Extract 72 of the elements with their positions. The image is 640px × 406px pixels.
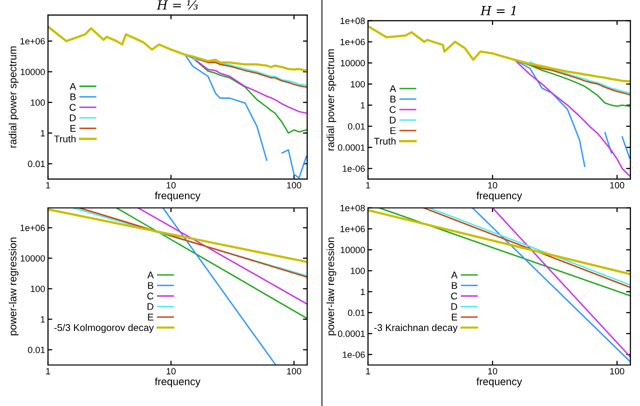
y-tick-label: 10000 (20, 255, 45, 262)
y-tick-label: 100 (350, 81, 365, 88)
y-axis-title: radial power spectrum (8, 46, 18, 148)
y-tick-label: 1e+06 (340, 38, 365, 46)
x-tick-label: 1 (46, 368, 50, 374)
y-tick-label: 1 (360, 102, 365, 108)
x-tick-label: 100 (610, 182, 624, 188)
y-tick-label: 0.01 (348, 123, 365, 130)
x-axis-title: frequency (476, 192, 522, 202)
legend-label: B (390, 96, 396, 102)
legend-label: C (390, 106, 396, 114)
y-tick-label: 100 (350, 268, 365, 274)
legend-label: Truth (374, 137, 396, 145)
legend-label: D (148, 303, 154, 310)
y-tick-label: 1e+08 (340, 18, 365, 24)
legend-label: C (70, 104, 76, 111)
y-tick-label: 100 (30, 99, 45, 106)
y-tick-label: 1e+06 (20, 224, 45, 232)
chart-title: H = 1 (480, 6, 516, 16)
legend-label: D (451, 303, 458, 310)
y-axis-title: radial power spectrum (326, 49, 336, 150)
x-tick-label: 10 (166, 368, 176, 374)
legend-label: -5/3 Kolmogorov decay (54, 324, 154, 333)
x-tick-label: 1 (366, 368, 370, 374)
y-tick-label: 1e+06 (340, 226, 365, 232)
legend-label: C (147, 292, 154, 300)
x-tick-label: 1 (46, 182, 50, 188)
legend-label: E (148, 314, 154, 320)
legend-label: D (70, 114, 76, 122)
y-tick-label: 1e-06 (342, 351, 365, 358)
x-tick-label: 10 (488, 182, 498, 188)
y-tick-label: 0.01 (28, 346, 45, 354)
y-tick-label: 0.01 (348, 310, 365, 316)
y-tick-label: 0.01 (28, 160, 45, 168)
legend-label: C (451, 292, 458, 300)
x-tick-label: 1 (366, 182, 370, 188)
x-tick-label: 100 (287, 368, 302, 374)
legend-label: E (390, 127, 396, 134)
legend-label: A (70, 82, 76, 90)
y-tick-label: 0.0001 (338, 144, 365, 151)
legend-label: A (451, 272, 458, 278)
y-tick-label: 100 (30, 286, 45, 292)
y-tick-label: 10000 (20, 68, 45, 76)
y-tick-label: 1 (40, 130, 45, 136)
y-tick-label: 1 (360, 288, 365, 295)
y-tick-label: 1e+06 (20, 38, 45, 44)
legend-label: B (148, 282, 154, 289)
y-tick-label: 1 (40, 316, 45, 323)
y-tick-label: 1e-06 (342, 165, 365, 172)
legend-label: B (452, 282, 458, 289)
x-axis-title: frequency (154, 192, 200, 202)
y-tick-label: 10000 (340, 246, 365, 254)
legend-label: Truth (54, 135, 76, 142)
legend-label: E (452, 314, 458, 320)
x-axis-title: frequency (154, 378, 200, 388)
legend-label: E (70, 125, 76, 132)
y-tick-label: 0.0001 (338, 330, 365, 337)
x-axis-title: frequency (476, 378, 522, 388)
chart-title: H = ⅓ (156, 0, 198, 10)
y-axis-title: power-law regression (326, 238, 336, 336)
x-tick-label: 100 (287, 182, 302, 188)
legend-label: B (70, 93, 76, 100)
x-tick-label: 10 (166, 182, 176, 188)
y-axis-title: power-law regression (8, 238, 18, 336)
y-tick-label: 10000 (340, 60, 365, 66)
y-tick-label: 1e+08 (340, 204, 365, 212)
legend-label: -3 Kraichnan decay (374, 324, 458, 333)
x-tick-label: 100 (610, 368, 624, 374)
legend-label: A (390, 85, 396, 92)
legend-label: D (390, 116, 396, 124)
x-tick-label: 10 (488, 368, 498, 374)
legend-label: A (147, 272, 154, 278)
